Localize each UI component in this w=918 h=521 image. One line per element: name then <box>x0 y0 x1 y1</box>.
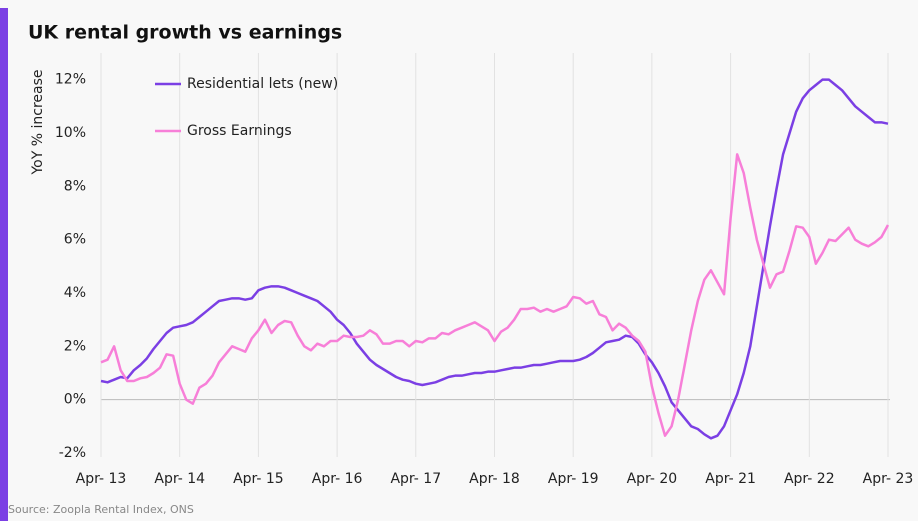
y-tick-label: 0% <box>64 392 86 408</box>
x-tick-label: Apr- 23 <box>863 471 914 487</box>
y-tick-label: 8% <box>64 178 86 194</box>
y-tick-label: 4% <box>64 285 86 301</box>
legend-label: Residential lets (new) <box>187 76 338 92</box>
legend-label: Gross Earnings <box>187 123 292 139</box>
x-tick-label: Apr- 14 <box>154 471 205 487</box>
x-tick-label: Apr- 16 <box>312 471 363 487</box>
x-tick-label: Apr- 15 <box>233 471 284 487</box>
x-tick-label: Apr- 20 <box>627 471 678 487</box>
x-tick-label: Apr- 22 <box>784 471 835 487</box>
x-tick-label: Apr- 13 <box>76 471 127 487</box>
x-tick-label: Apr- 18 <box>469 471 520 487</box>
y-tick-label: 12% <box>55 72 86 88</box>
y-tick-label: -2% <box>59 445 86 461</box>
x-tick-label: Apr- 21 <box>705 471 756 487</box>
source: Source: Zoopla Rental Index, ONS <box>8 503 194 516</box>
accent-bar <box>0 8 8 521</box>
series-line <box>100 78 889 440</box>
x-tick-label: Apr- 17 <box>390 471 441 487</box>
chart-title: UK rental growth vs earnings <box>28 22 342 44</box>
y-tick-label: 10% <box>55 125 86 141</box>
y-tick-label: 6% <box>64 232 86 248</box>
x-tick-label: Apr- 19 <box>548 471 599 487</box>
y-tick-label: 2% <box>64 338 86 354</box>
series-line <box>100 153 890 437</box>
y-axis-label: YoY % increase <box>30 69 46 175</box>
